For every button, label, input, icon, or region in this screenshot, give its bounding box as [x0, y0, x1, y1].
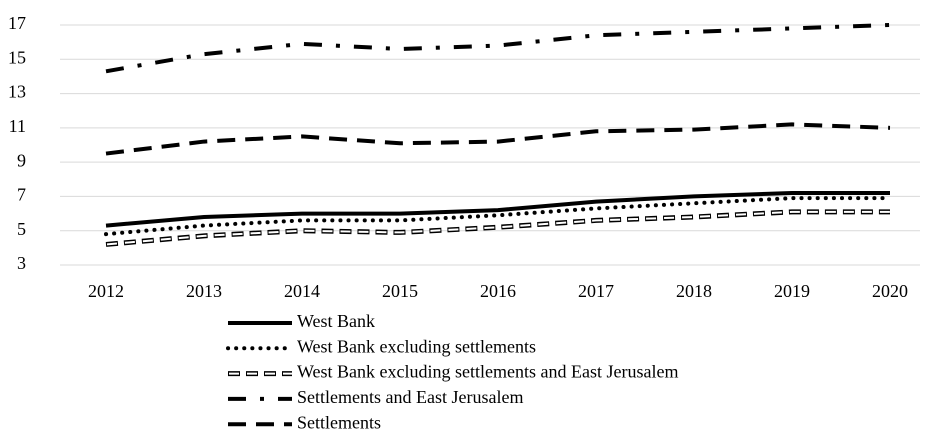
series-line: [105, 191, 890, 228]
x-tick-label: 2014: [284, 281, 320, 301]
x-tick-label: 2016: [480, 281, 516, 301]
y-tick-label: 17: [8, 13, 26, 33]
x-tick-label: 2019: [774, 281, 810, 301]
y-tick-label: 13: [8, 82, 26, 102]
x-tick-label: 2012: [88, 281, 124, 301]
x-tick-label: 2017: [578, 281, 614, 301]
y-tick-label: 3: [17, 253, 26, 273]
legend-label: Settlements: [297, 412, 381, 432]
x-tick-label: 2015: [382, 281, 418, 301]
legend-label: West Bank excluding settlements: [297, 336, 536, 356]
series-line: [104, 196, 892, 237]
legend-label: West Bank: [297, 311, 375, 331]
y-tick-label: 11: [9, 116, 26, 136]
legend-label: West Bank excluding settlements and East…: [297, 362, 678, 382]
y-tick-label: 5: [17, 219, 26, 239]
x-tick-label: 2020: [872, 281, 908, 301]
series-line-inner: [105, 210, 890, 246]
legend-label: Settlements and East Jerusalem: [297, 387, 523, 407]
y-tick-label: 15: [8, 47, 26, 67]
series-line: [105, 122, 891, 156]
y-tick-label: 7: [17, 185, 26, 205]
series-line: [105, 23, 891, 74]
x-tick-label: 2018: [676, 281, 712, 301]
y-tick-label: 9: [17, 150, 26, 170]
x-tick-label: 2013: [186, 281, 222, 301]
